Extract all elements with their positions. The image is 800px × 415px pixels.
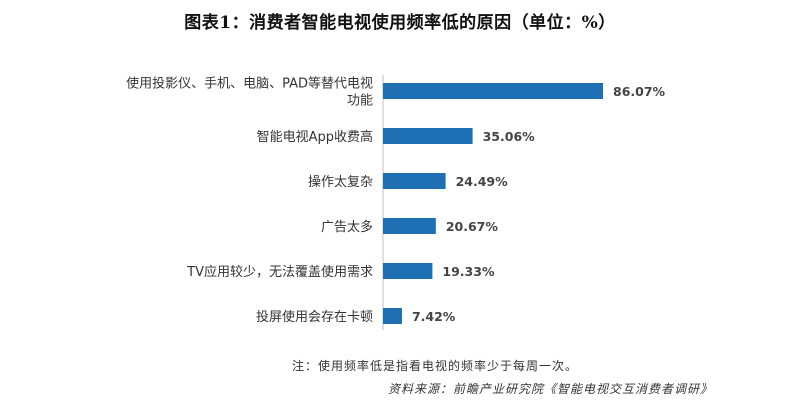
- category-label: 智能电视App收费高: [257, 129, 373, 145]
- bar: [383, 308, 402, 324]
- data-label: 20.67%: [446, 219, 499, 234]
- category-label: 广告太多: [321, 219, 373, 235]
- category-label: 操作太复杂: [308, 174, 373, 190]
- bar: [383, 218, 436, 234]
- category-label: TV应用较少，无法覆盖使用需求: [186, 264, 373, 280]
- bar: [383, 128, 473, 144]
- data-label: 35.06%: [483, 129, 536, 144]
- data-label: 19.33%: [442, 264, 495, 279]
- category-label: 使用投影仪、手机、电脑、PAD等替代电视: [126, 76, 373, 92]
- bar: [383, 83, 603, 99]
- chart-source: 资料来源：前瞻产业研究院《智能电视交互消费者调研》: [388, 382, 714, 396]
- category-label: 投屏使用会存在卡顿: [256, 309, 373, 325]
- category-label: 功能: [347, 94, 373, 109]
- data-label: 24.49%: [456, 174, 509, 189]
- bar: [383, 263, 433, 279]
- chart-title: 图表1：消费者智能电视使用频率低的原因（单位：%）: [184, 13, 616, 33]
- data-label: 86.07%: [613, 84, 666, 99]
- data-label: 7.42%: [412, 309, 456, 324]
- bar: [383, 173, 446, 189]
- chart-note: 注：使用频率低是指看电视的频率少于每周一次。: [292, 359, 579, 373]
